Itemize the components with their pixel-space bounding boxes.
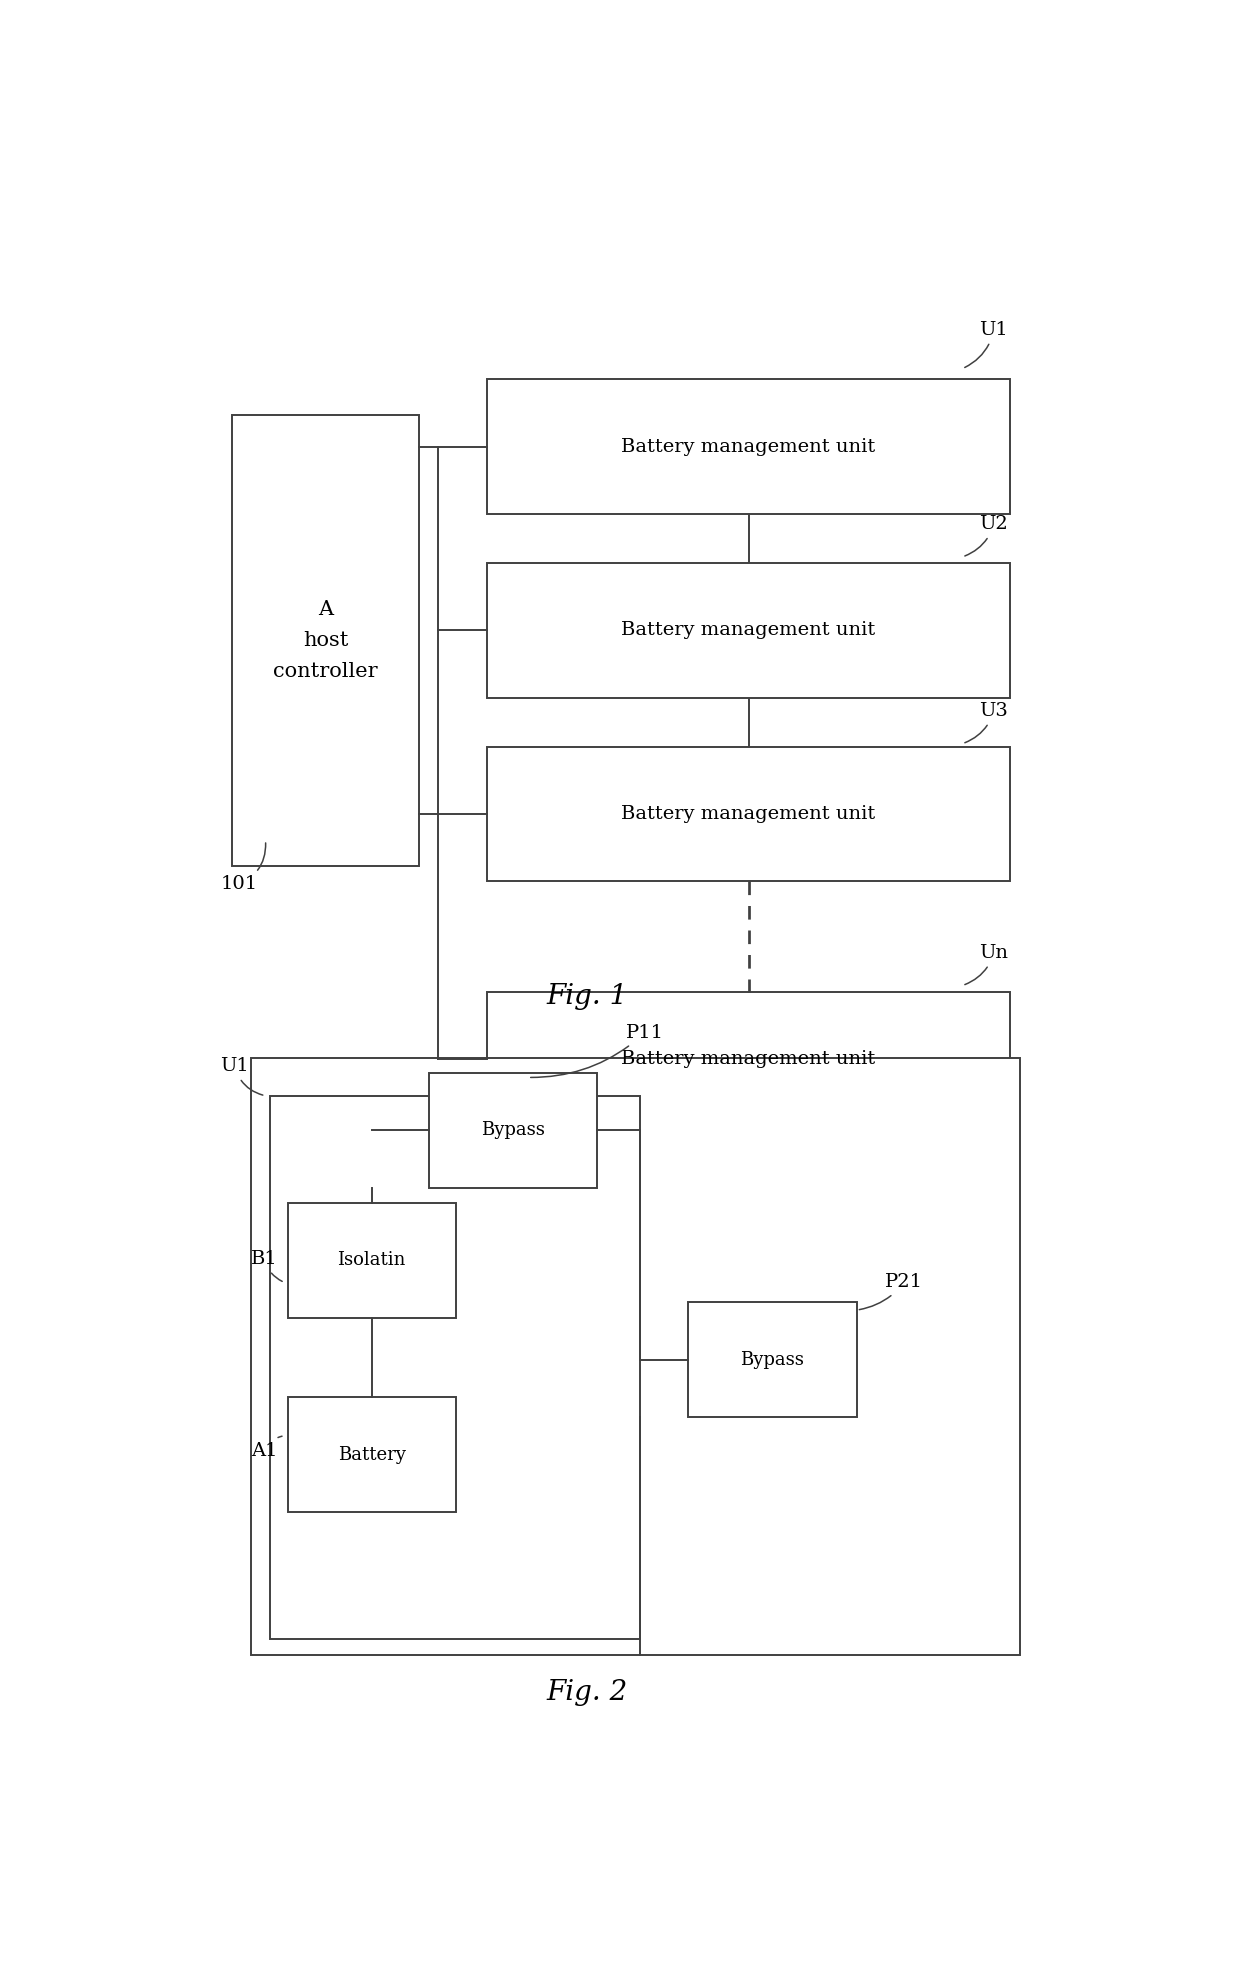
Bar <box>232 415 419 867</box>
Text: P21: P21 <box>859 1272 924 1310</box>
Bar <box>486 992 1011 1127</box>
Text: Isolatin: Isolatin <box>337 1250 405 1270</box>
Text: Fig. 2: Fig. 2 <box>547 1680 629 1706</box>
Text: P11: P11 <box>531 1024 663 1077</box>
Text: Bypass: Bypass <box>740 1350 805 1370</box>
Bar <box>688 1302 857 1417</box>
Text: Battery management unit: Battery management unit <box>621 1050 875 1068</box>
Text: Battery management unit: Battery management unit <box>621 437 875 455</box>
Bar <box>486 747 1011 881</box>
Text: A1: A1 <box>250 1435 281 1459</box>
Bar <box>270 1095 640 1640</box>
Text: Battery management unit: Battery management unit <box>621 622 875 640</box>
Text: U1: U1 <box>965 320 1008 368</box>
Bar <box>429 1074 596 1187</box>
Text: Fig. 1: Fig. 1 <box>547 982 629 1010</box>
Text: U1: U1 <box>221 1058 263 1095</box>
Text: Battery management unit: Battery management unit <box>621 805 875 823</box>
Text: 101: 101 <box>221 843 265 893</box>
Text: Bypass: Bypass <box>481 1121 544 1139</box>
Text: B1: B1 <box>250 1250 283 1282</box>
Bar <box>486 380 1011 515</box>
Text: U2: U2 <box>965 515 1008 557</box>
Bar <box>250 1058 1021 1654</box>
Text: Un: Un <box>965 944 1008 984</box>
Text: A
host
controller: A host controller <box>273 600 378 680</box>
Bar <box>486 563 1011 698</box>
Bar <box>288 1203 456 1318</box>
Text: Battery: Battery <box>337 1445 405 1463</box>
Text: U3: U3 <box>965 702 1008 744</box>
Bar <box>288 1398 456 1513</box>
